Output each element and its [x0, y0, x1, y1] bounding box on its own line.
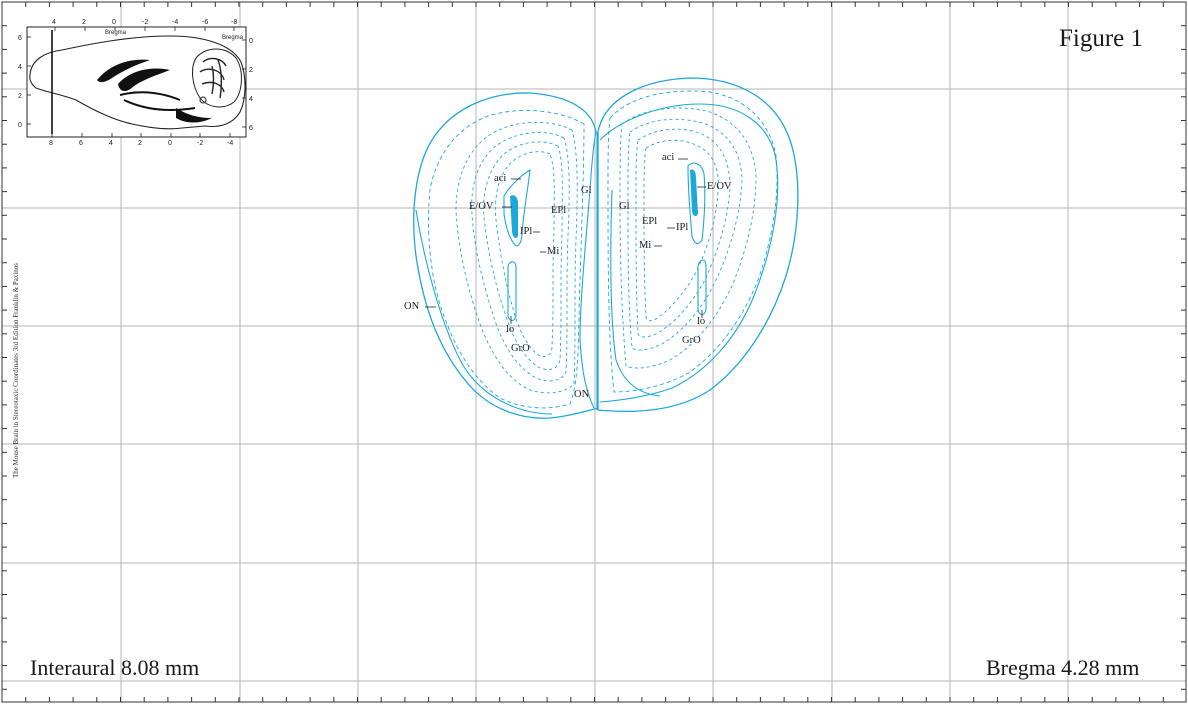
label-epl-right: EPl: [642, 216, 658, 227]
fiber-tract: [119, 91, 196, 111]
inset-bottom-tick-label: 2: [138, 140, 142, 147]
inset-bottom-tick-label: 6: [79, 140, 83, 147]
label-epl-left: EPl: [551, 205, 567, 216]
right-eov-fill: [690, 169, 698, 217]
left-bulb-outline: [413, 92, 599, 419]
inset-bregma-top: Bregma: [105, 30, 127, 36]
atlas-credit: The Mouse Brain in Stereotaxic Coordinat…: [12, 262, 20, 478]
ventricle-shape: [97, 59, 150, 83]
label-lo-right: lo: [697, 316, 706, 327]
inset-top-tick-label: 4: [52, 19, 56, 26]
sagittal-brain-outline: [29, 35, 246, 130]
inset-top-tick-label: -2: [142, 19, 148, 26]
leader-lines: [425, 158, 706, 324]
label-gro-left: GrO: [511, 343, 530, 354]
right-ventricle-outline: [687, 162, 706, 245]
inset-top-tick-label: 2: [82, 19, 86, 26]
inset-bottom-tick-label: 8: [49, 140, 53, 147]
inset-top-tick-label: 0: [112, 19, 116, 26]
right-mitral-dash: [635, 128, 731, 338]
inset-left-tick-label: 2: [18, 93, 22, 100]
left-epl-inner-dash: [471, 132, 570, 382]
inset-marker: [199, 96, 207, 104]
label-mi-left: Mi: [547, 246, 560, 257]
label-mi-right: Mi: [639, 240, 652, 251]
interaural-coordinate: Interaural 8.08 mm: [30, 655, 200, 680]
left-glomerular-dash: [428, 110, 585, 409]
right-lo-shape: [697, 259, 707, 316]
inset-right-tick-label: 0: [249, 38, 253, 45]
label-gl-right: Gl: [619, 201, 630, 212]
cerebellum-shape: [192, 48, 242, 108]
label-lo-left: lo: [506, 324, 515, 335]
olfactory-bulbs: [413, 77, 799, 419]
label-on-mid: ON: [574, 389, 590, 400]
brainstem-shape: [176, 108, 212, 123]
label-aci-right: aci: [662, 152, 675, 163]
label-gro-right: GrO: [682, 335, 701, 346]
label-gl-left: Gl: [581, 185, 592, 196]
right-ipl-dash: [643, 139, 719, 322]
right-epl-outer-dash: [619, 107, 757, 369]
inset-right-tick-label: 6: [249, 125, 253, 132]
inset-bottom-tick-label: -4: [227, 140, 233, 147]
left-bulb-on-layer: [415, 131, 597, 415]
inset-left-tick-label: 4: [18, 64, 22, 71]
left-eov-fill: [510, 195, 518, 239]
figure-title: Figure 1: [1059, 25, 1144, 52]
label-on-left: ON: [404, 301, 420, 312]
label-eov-right: E/OV: [707, 181, 732, 192]
inset-bottom-tick-label: 0: [168, 140, 172, 147]
inset-bottom-tick-label: -2: [197, 140, 203, 147]
label-ipl-right: IPl: [676, 222, 689, 233]
inset-left-tick-label: 6: [18, 35, 22, 42]
left-ventricle-outline: [503, 168, 531, 247]
inset-top-tick-label: -6: [202, 19, 208, 26]
left-ipl-dash: [495, 151, 555, 357]
hippocampus-shape: [118, 68, 170, 91]
right-bulb-outline: [597, 77, 799, 412]
left-lo-shape: [507, 261, 517, 322]
inset-right-tick-label: 4: [249, 96, 253, 103]
cerebellum-folia: [199, 57, 227, 99]
label-ipl-left: IPl: [520, 226, 533, 237]
right-glomerular-dash: [607, 90, 778, 393]
inset-top-tick-label: -8: [231, 19, 237, 26]
left-epl-outer-dash: [455, 121, 578, 394]
right-bulb-on-layer: [599, 103, 779, 403]
inset-bregma-right: Bregma: [222, 35, 244, 41]
inset-bottom-tick-label: 4: [109, 140, 113, 147]
bregma-coordinate: Bregma 4.28 mm: [986, 655, 1140, 680]
inset-right-tick-label: 2: [249, 67, 253, 74]
inset-top-tick-label: -4: [172, 19, 178, 26]
label-eov-left: E/OV: [469, 201, 494, 212]
sagittal-inset: Bregma Bregma 4 2 0 -2 -4 -6 -8 8 6 4 2 0 -2 -4 6 4 2 0 0 2…: [18, 19, 253, 147]
label-aci-left: aci: [494, 173, 507, 184]
inset-left-tick-label: 0: [18, 122, 22, 129]
